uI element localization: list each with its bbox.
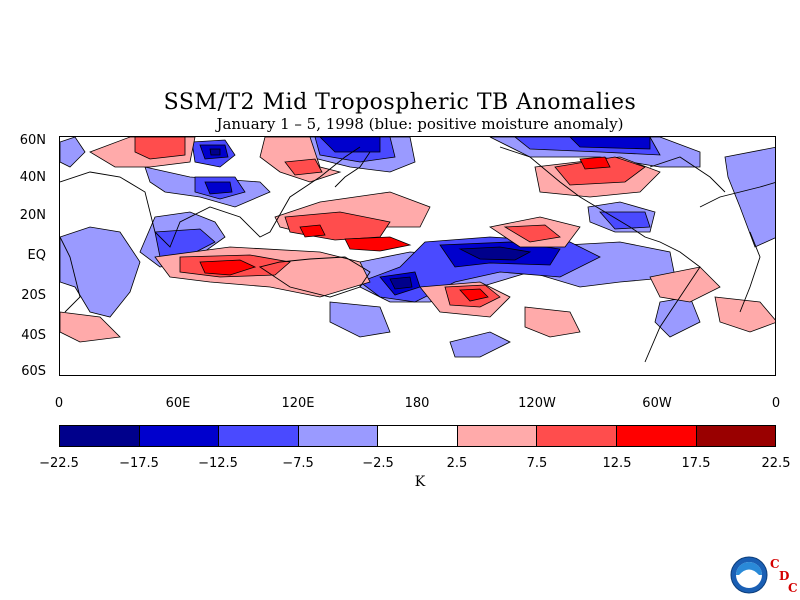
lon-label-120w: 120W <box>518 396 556 411</box>
lat-label-40s: 40S <box>21 328 46 343</box>
colorbar-label-5: −2.5 <box>362 456 394 471</box>
lat-label-40n: 40N <box>19 170 46 185</box>
lon-label-0: 0 <box>54 396 64 411</box>
anomaly-map <box>59 136 776 376</box>
noaa-logo-icon <box>730 556 768 594</box>
colorbar-cell-9 <box>696 426 776 446</box>
cdc-letter-2: D <box>779 569 790 583</box>
lat-label-eq: EQ <box>27 248 46 263</box>
lat-label-60n: 60N <box>19 133 46 148</box>
lon-label-0-east: 0 <box>771 396 781 411</box>
colorbar-cell-3 <box>219 426 299 446</box>
colorbar-cell-8 <box>616 426 697 446</box>
lat-label-20s: 20S <box>21 288 46 303</box>
cdc-letter-1: C <box>770 557 780 571</box>
colorbar-units: K <box>414 474 426 490</box>
colorbar-cell-5 <box>378 426 458 446</box>
lat-label-60s: 60S <box>21 364 46 379</box>
colorbar-label-4: −7.5 <box>282 456 314 471</box>
moist-anomaly-max <box>209 148 532 290</box>
colorbar-label-2: −17.5 <box>119 456 159 471</box>
coastlines <box>60 146 775 363</box>
map-subtitle: January 1 – 5, 1998 (blue: positive mois… <box>216 115 624 133</box>
colorbar-cell-6 <box>457 426 538 446</box>
lon-label-180: 180 <box>404 396 430 411</box>
colorbar-cell-4 <box>298 426 379 446</box>
colorbar-cell-7 <box>537 426 617 446</box>
colorbar-label-3: −12.5 <box>198 456 238 471</box>
lon-label-60e: 60E <box>165 396 191 411</box>
colorbar-label-7: 7.5 <box>526 456 548 471</box>
colorbar <box>59 425 776 447</box>
colorbar-cell-1 <box>60 426 140 446</box>
cdc-letter-3: C <box>788 581 798 595</box>
anomaly-map-svg <box>60 137 775 363</box>
dry-anomaly-strong <box>199 156 611 302</box>
lon-label-120e: 120E <box>281 396 315 411</box>
colorbar-label-8: 12.5 <box>602 456 632 471</box>
colorbar-label-9: 17.5 <box>681 456 711 471</box>
colorbar-label-10: 22.5 <box>761 456 791 471</box>
colorbar-label-1: −22.5 <box>39 456 79 471</box>
lat-label-20n: 20N <box>19 208 46 223</box>
map-title: SSM/T2 Mid Tropospheric TB Anomalies <box>163 90 637 115</box>
lon-label-60w: 60W <box>642 396 672 411</box>
colorbar-label-6: 2.5 <box>446 456 468 471</box>
colorbar-cell-2 <box>139 426 220 446</box>
